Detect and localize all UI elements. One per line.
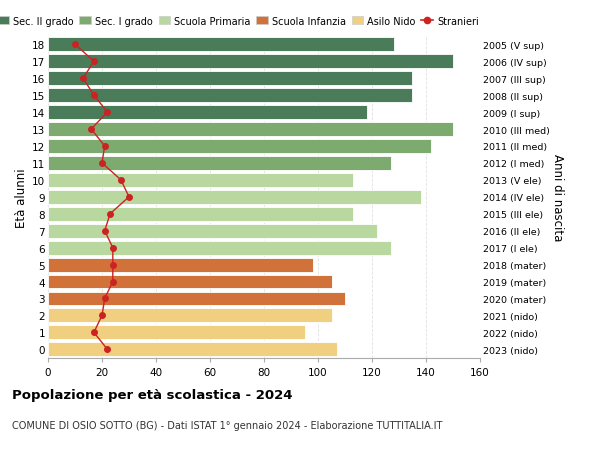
Bar [48, 106, 367, 120]
Bar [48, 190, 421, 204]
Bar [48, 55, 453, 69]
Bar [48, 72, 413, 86]
Bar [48, 258, 313, 272]
Y-axis label: Anni di nascita: Anni di nascita [551, 154, 563, 241]
Bar [48, 157, 391, 170]
Bar [48, 342, 337, 357]
Bar [48, 174, 353, 187]
Text: COMUNE DI OSIO SOTTO (BG) - Dati ISTAT 1° gennaio 2024 - Elaborazione TUTTITALIA: COMUNE DI OSIO SOTTO (BG) - Dati ISTAT 1… [12, 420, 442, 430]
Bar [48, 89, 413, 103]
Bar [48, 224, 377, 238]
Bar [48, 140, 431, 154]
Bar [48, 326, 305, 340]
Bar [48, 292, 345, 306]
Bar [48, 241, 391, 255]
Y-axis label: Età alunni: Età alunni [15, 168, 28, 227]
Bar [48, 275, 331, 289]
Bar [48, 123, 453, 137]
Bar [48, 207, 353, 221]
Legend: Sec. II grado, Sec. I grado, Scuola Primaria, Scuola Infanzia, Asilo Nido, Stran: Sec. II grado, Sec. I grado, Scuola Prim… [0, 15, 481, 28]
Text: Popolazione per età scolastica - 2024: Popolazione per età scolastica - 2024 [12, 388, 293, 401]
Bar [48, 38, 394, 52]
Bar [48, 309, 331, 323]
